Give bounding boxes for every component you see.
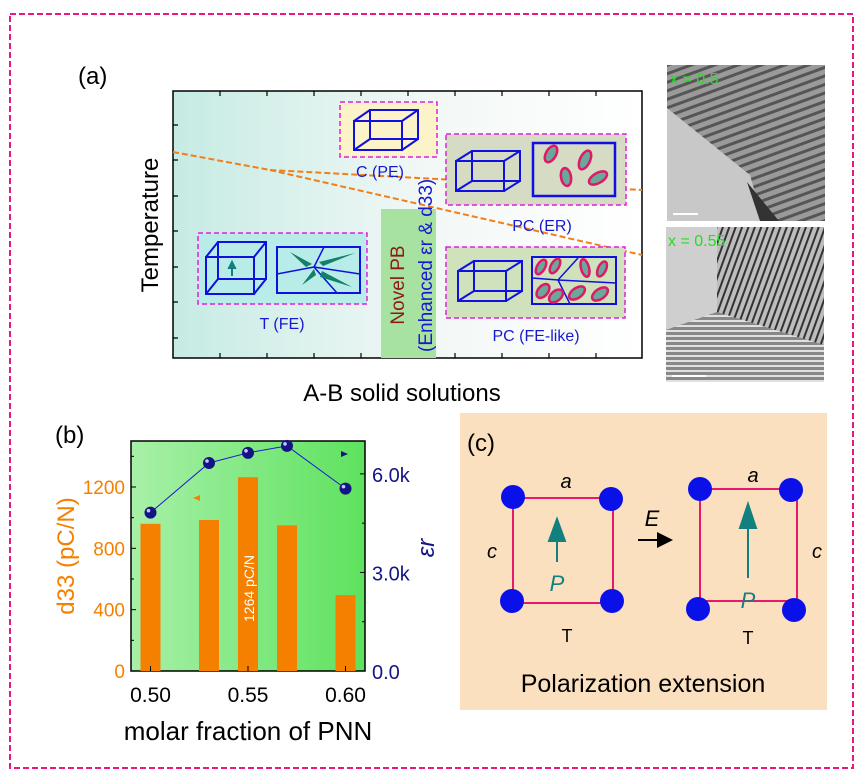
domain-arrows-icon xyxy=(290,252,355,287)
lattice-a-label: a xyxy=(560,471,571,493)
tetragonal-label: T xyxy=(562,626,573,646)
novel-pb-label: Novel PB xyxy=(388,245,409,324)
lattice-c-label-2: c xyxy=(812,541,822,563)
fe-like-nanoregion-ellipses xyxy=(534,257,610,304)
polarization-arrow-icon xyxy=(227,259,237,276)
panel-c-label: (c) xyxy=(467,430,495,457)
pseudocubic-cell-icon-2 xyxy=(457,260,523,302)
d33-bar xyxy=(335,595,356,671)
permittivity-point xyxy=(281,439,293,452)
lattice-a-label-2: a xyxy=(747,465,758,487)
polar-nanoregion-ellipses xyxy=(543,144,609,188)
permittivity-point xyxy=(339,482,352,495)
pseudocubic-cell-icon xyxy=(455,150,521,192)
fe-like-domains-icon xyxy=(531,256,617,305)
y-axis-label-temperature: Temperature xyxy=(137,158,164,293)
right-axis-tick-label: 0.0 xyxy=(372,662,400,684)
chart-marks: 0 400 800 1200 0.0 3.0k 6.0k 0.50 0.55 0.60 xyxy=(83,439,411,707)
peak-value-annotation: 1264 pC/N xyxy=(241,555,257,622)
polarization-arrow-short xyxy=(547,516,567,562)
unit-cell-after: a c P T xyxy=(686,465,822,648)
panel-c-background xyxy=(460,413,827,710)
tem-micrograph-x050: x = 0.5 xyxy=(667,65,825,221)
ferroelectric-domains-icon xyxy=(276,246,361,294)
pc-fe-like-phase-box xyxy=(445,246,626,319)
tetragonal-phase-label: T (FE) xyxy=(259,316,304,333)
right-axis-tick-label: 3.0k xyxy=(372,563,411,585)
micrograph-label-x050: x = 0.5 xyxy=(670,71,719,88)
pc-er-phase-label: PC (ER) xyxy=(512,218,572,235)
scale-bar-2 xyxy=(672,375,706,377)
lattice-c-label: c xyxy=(487,541,497,563)
tem-micrograph-x055: x = 0.55 xyxy=(666,227,824,382)
panel-c: (c) a c P T E a c P T Polarization exten… xyxy=(460,413,827,710)
permittivity-point-highlight xyxy=(205,459,209,463)
d33-bar xyxy=(277,525,297,671)
novel-pb-band xyxy=(381,209,436,358)
x-axis-tick-label: 0.50 xyxy=(130,684,171,707)
left-axis-tick-label: 0 xyxy=(114,662,125,683)
polar-nanoregions-icon xyxy=(531,141,617,198)
pc-fe-like-phase-label: PC (FE-like) xyxy=(492,328,579,345)
d33-bar xyxy=(238,477,258,671)
permittivity-point-highlight xyxy=(283,442,287,446)
permittivity-point-highlight xyxy=(341,484,346,489)
scale-bar xyxy=(673,213,698,215)
cubic-cell-icon xyxy=(353,109,419,151)
phase-boundary-line-lower xyxy=(269,169,643,256)
left-axis-tick-label: 1200 xyxy=(83,478,125,499)
panel-b: (b) 0 400 800 1200 0.0 3.0k 6.0k 0.50 0.55 0.60 d… xyxy=(53,422,440,746)
polarization-arrow-long xyxy=(738,500,758,578)
legend-marker-er xyxy=(341,451,348,457)
polarization-label: P xyxy=(550,571,565,596)
polarization-label-2: P xyxy=(741,588,756,613)
tetragonal-label-2: T xyxy=(743,628,754,648)
legend-marker-d33 xyxy=(193,495,200,501)
panel-a: (a) Temperature A-B solid solutions Nove… xyxy=(78,63,825,407)
x-axis-label-solid-solutions: A-B solid solutions xyxy=(303,380,500,407)
pc-er-phase-box xyxy=(445,133,627,206)
polarization-extension-caption: Polarization extension xyxy=(521,670,766,698)
left-axis-tick-label: 400 xyxy=(93,601,125,622)
panel-a-label: (a) xyxy=(78,63,107,90)
permittivity-point xyxy=(203,457,215,470)
cubic-phase-label: C (PE) xyxy=(356,164,404,181)
permittivity-point xyxy=(242,446,254,459)
figure-frame xyxy=(9,13,854,769)
right-axis-title: εr xyxy=(413,538,440,558)
right-axis-tick-label: 6.0k xyxy=(372,465,411,487)
unit-cell-before: a c P T xyxy=(487,471,624,646)
d33-bar xyxy=(199,519,219,671)
electric-field-label: E xyxy=(645,506,660,531)
permittivity-point xyxy=(144,506,157,519)
left-axis-tick-label: 800 xyxy=(93,539,125,560)
panel-b-label: (b) xyxy=(55,422,84,449)
enhanced-properties-label: (Enhanced εr & d33) xyxy=(416,179,437,352)
permittivity-point-highlight xyxy=(146,508,151,513)
x-axis-tick-label: 0.55 xyxy=(228,684,269,707)
x-axis-tick-label: 0.60 xyxy=(325,684,366,707)
x-axis-title: molar fraction of PNN xyxy=(124,716,373,746)
permittivity-point-highlight xyxy=(244,449,248,453)
tetragonal-cell-icon xyxy=(205,241,267,295)
micrograph-label-x055: x = 0.55 xyxy=(668,233,725,250)
tetragonal-phase-box xyxy=(197,232,368,305)
cubic-phase-box xyxy=(339,101,438,158)
plot-a-ticks xyxy=(173,91,597,358)
d33-bar xyxy=(140,523,161,671)
left-axis-title: d33 (pC/N) xyxy=(53,497,80,614)
